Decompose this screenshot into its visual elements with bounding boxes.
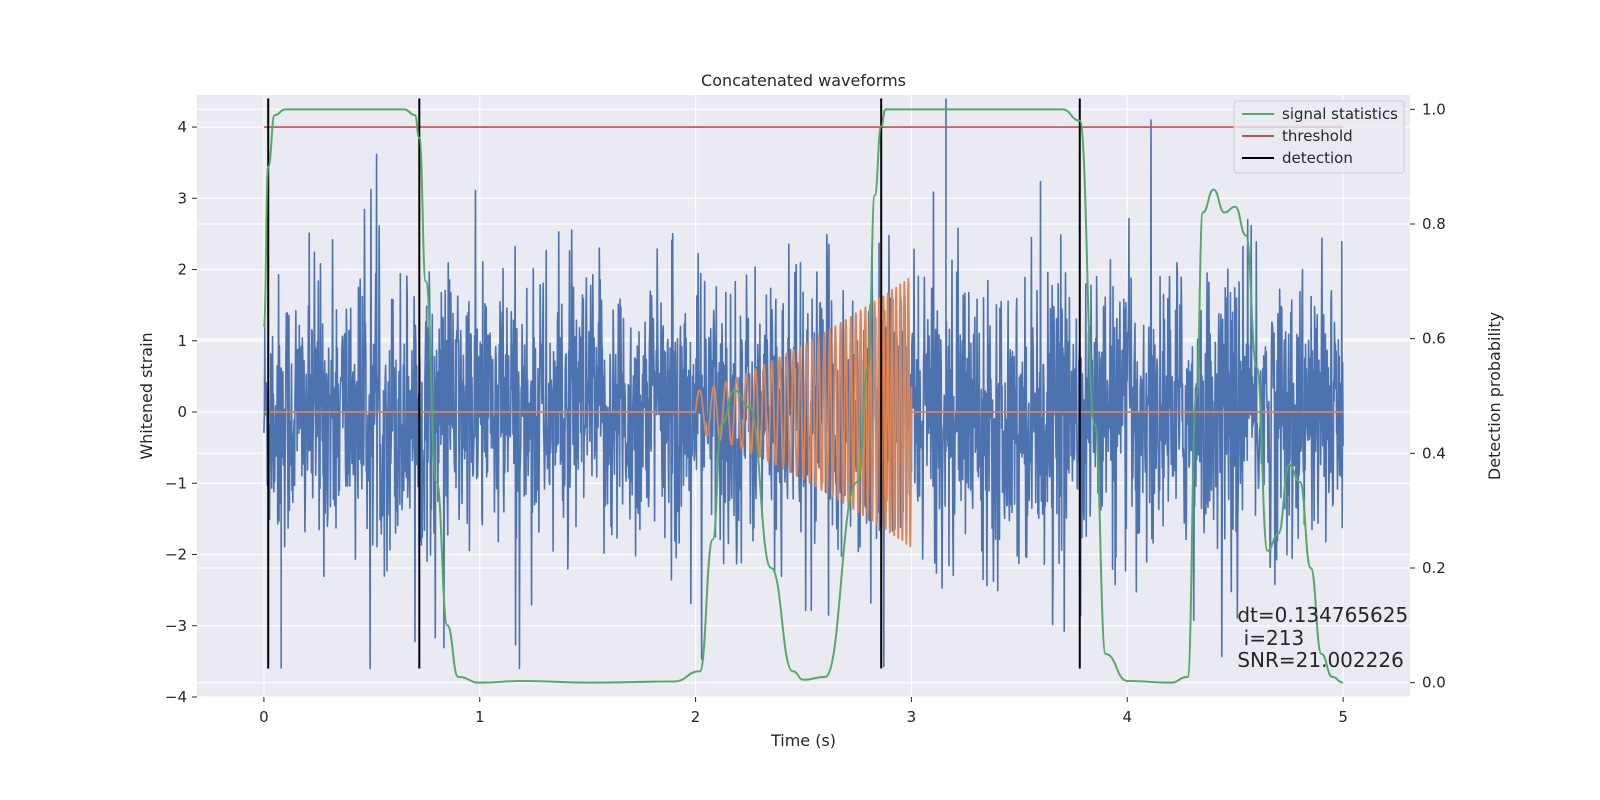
y2-axis-label: Detection probability [1485,312,1504,480]
y-axis-label: Whitened strain [137,332,156,459]
x-tick-label: 3 [907,708,917,726]
strain-noise-line [263,98,1344,670]
y-tick-label: 2 [177,261,187,279]
x-tick-label: 1 [475,708,485,726]
x-tick-label: 2 [691,708,701,726]
chart-title: Concatenated waveforms [701,71,906,90]
tick-layer: 0 1 2 3 4 5 −4 −3 −2 −1 0 1 2 3 4 0.0 0.2 0.4 0.6 0.8 1.0 [165,100,1446,726]
signal-statistics-line [262,108,1344,684]
x-axis-label: Time (s) [770,731,836,750]
x-tick-label: 4 [1122,708,1132,726]
y2-tick-label: 0.4 [1422,444,1446,462]
legend-entry-threshold: threshold [1282,127,1353,145]
y2-tick-label: 1.0 [1422,100,1446,118]
annotation-dt: dt=0.134765625 [1237,603,1408,627]
y2-tick-label: 0.2 [1422,559,1446,577]
y-tick-label: −3 [165,617,187,635]
y-tick-label: 0 [177,403,187,421]
x-tick-label: 5 [1338,708,1348,726]
legend-entry-detection: detection [1282,149,1353,167]
y2-tick-label: 0.0 [1422,674,1446,692]
y-tick-label: −1 [165,474,187,492]
series-layer [262,98,1344,684]
y-tick-label: −2 [165,546,187,564]
y-tick-label: −4 [165,688,187,706]
y-tick-label: 4 [177,118,187,136]
y2-tick-label: 0.8 [1422,215,1446,233]
annotation-index: i=213 [1237,626,1304,650]
legend-box [1233,100,1405,174]
y-tick-label: 1 [177,332,187,350]
legend: signal statistics threshold detection [1233,100,1405,174]
x-tick-label: 0 [259,708,269,726]
legend-entry-signal-statistics: signal statistics [1282,105,1398,123]
y-tick-label: 3 [177,189,187,207]
annotation-snr: SNR=21.002226 [1237,648,1403,672]
chirp-template-line [263,277,1344,548]
y2-tick-label: 0.6 [1422,330,1446,348]
